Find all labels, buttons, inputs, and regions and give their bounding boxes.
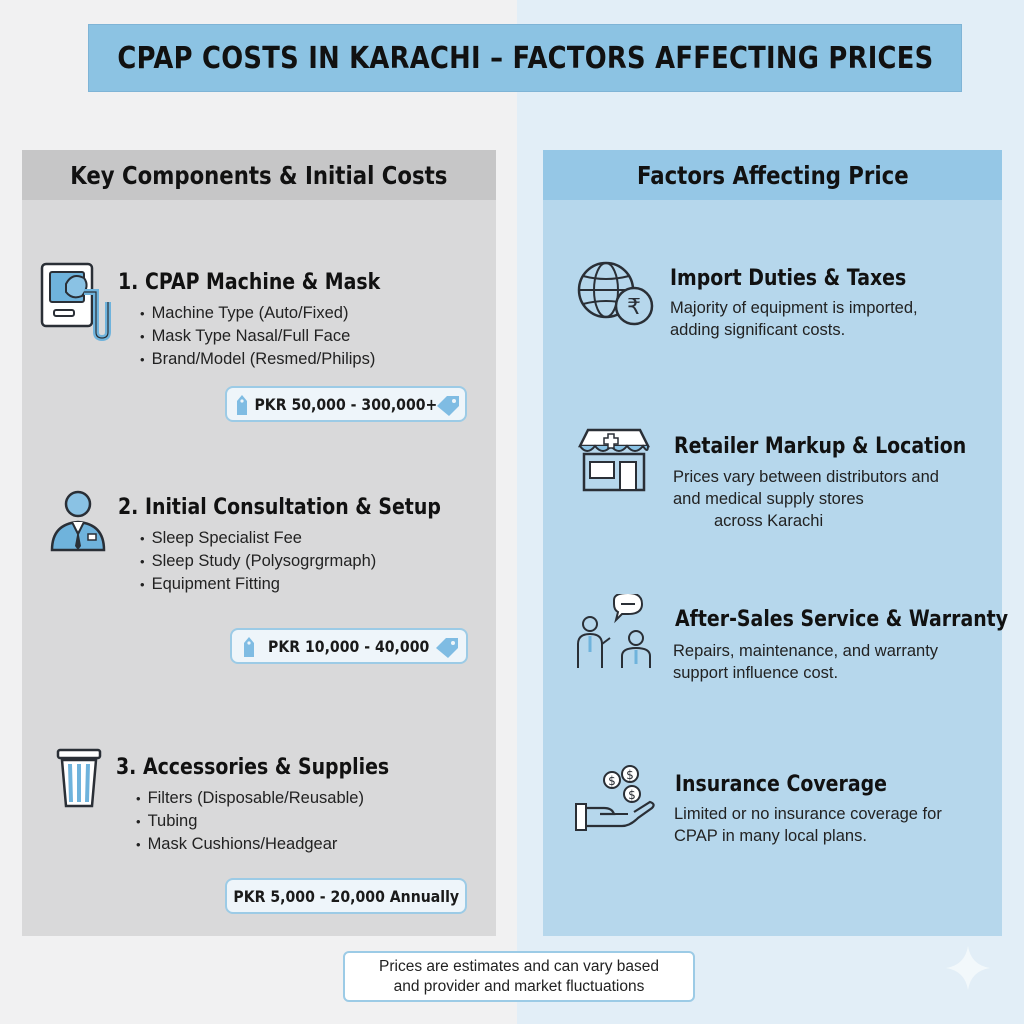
key-components-heading: Key Components & Initial Costs <box>70 160 448 190</box>
price-tag-cpap-machine: PKR 50,000 - 300,000+ <box>225 386 467 422</box>
price-tag-icon <box>237 395 247 415</box>
page-title: CPAP COSTS IN KARACHI – FACTORS AFFECTIN… <box>116 40 934 76</box>
price-tag-icon <box>437 396 459 416</box>
price-tag-accessories: PKR 5,000 - 20,000 Annually <box>225 878 467 914</box>
price-value: PKR 50,000 - 300,000+ <box>254 394 438 414</box>
factors-heading: Factors Affecting Price <box>636 160 909 190</box>
item-title-consultation: 2. Initial Consultation & Setup <box>118 495 441 520</box>
pharmacy-store-icon <box>576 428 652 499</box>
consultation-bullets: Sleep Specialist Fee Sleep Study (Polyso… <box>140 529 377 598</box>
price-tag-icon <box>436 638 458 658</box>
cpap-machine-icon <box>40 262 112 347</box>
list-item: Sleep Study (Polysogrgrmaph) <box>140 552 377 575</box>
svg-text:$: $ <box>608 774 616 788</box>
factor-title-retailer-markup: Retailer Markup & Location <box>674 434 967 459</box>
factor-title-after-sales: After-Sales Service & Warranty <box>675 607 1009 632</box>
disclaimer-line: and provider and market fluctuations <box>393 977 645 995</box>
key-components-header: Key Components & Initial Costs <box>22 150 496 200</box>
accessories-bullets: Filters (Disposable/Reusable) Tubing Mas… <box>136 789 364 858</box>
item-title-cpap-machine: 1. CPAP Machine & Mask <box>118 270 381 295</box>
list-item: Machine Type (Auto/Fixed) <box>140 304 375 327</box>
list-item: Sleep Specialist Fee <box>140 529 376 552</box>
price-tag-consultation: PKR 10,000 - 40,000 <box>230 628 468 664</box>
factors-header: Factors Affecting Price <box>543 150 1002 200</box>
list-item: Brand/Model (Resmed/Philips) <box>140 350 376 373</box>
list-item: Tubing <box>136 812 364 835</box>
factor-desc-after-sales: Repairs, maintenance, and warranty suppo… <box>673 642 939 682</box>
factor-title-insurance: Insurance Coverage <box>675 772 887 797</box>
doctor-icon <box>48 488 108 559</box>
disclaimer-line: Prices are estimates and can vary based <box>379 957 659 975</box>
factor-title-import-duties: Import Duties & Taxes <box>670 266 907 291</box>
item-title-accessories: 3. Accessories & Supplies <box>116 755 390 780</box>
svg-text:$: $ <box>626 768 634 782</box>
sparkle-icon <box>944 944 992 997</box>
cpap-machine-bullets: Machine Type (Auto/Fixed) Mask Type Nasa… <box>140 304 376 373</box>
price-value: PKR 5,000 - 20,000 Annually <box>233 886 459 906</box>
factors-panel: Factors Affecting Price <box>543 150 1002 936</box>
price-tag-icon <box>244 637 254 657</box>
support-people-icon <box>576 591 654 677</box>
hand-coins-icon: $ $ $ <box>574 764 658 839</box>
factor-desc-retailer-markup: Prices vary between distributors and and… <box>673 468 939 530</box>
disclaimer-note: Prices are estimates and can vary based … <box>343 951 695 1002</box>
svg-text:₹: ₹ <box>627 295 641 320</box>
price-value: PKR 10,000 - 40,000 <box>268 636 430 656</box>
globe-rupee-icon: ₹ <box>576 260 656 333</box>
factor-desc-import-duties: Majority of equipment is imported, addin… <box>670 299 918 339</box>
list-item: Filters (Disposable/Reusable) <box>136 789 364 812</box>
svg-text:$: $ <box>628 788 636 802</box>
factor-desc-insurance: Limited or no insurance coverage for CPA… <box>674 805 942 845</box>
list-item: Equipment Fitting <box>140 575 376 598</box>
list-item: Mask Type Nasal/Full Face <box>140 327 375 350</box>
list-item: Mask Cushions/Headgear <box>136 835 364 858</box>
title-banner: CPAP COSTS IN KARACHI – FACTORS AFFECTIN… <box>88 24 962 92</box>
filter-canister-icon <box>56 748 102 813</box>
